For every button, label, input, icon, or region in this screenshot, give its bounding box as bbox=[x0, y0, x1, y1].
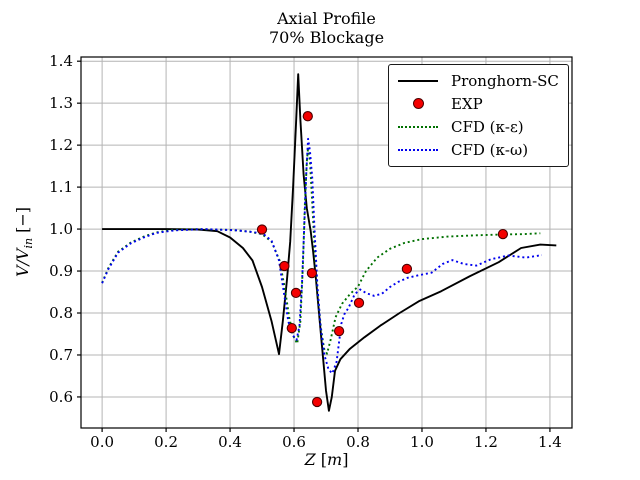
title-line2: 70% Blockage bbox=[268, 28, 385, 47]
xlabel-variable: Z bbox=[304, 450, 316, 469]
legend-entry-cfd-kw: CFD (κ-ω) bbox=[389, 139, 568, 162]
x-tick-label: 0.0 bbox=[90, 433, 114, 451]
chart-title: Axial Profile 70% Blockage bbox=[81, 9, 572, 47]
exp-data-point bbox=[302, 111, 313, 122]
x-tick-label: 0.2 bbox=[154, 433, 178, 451]
x-tick-label: 1.0 bbox=[410, 433, 434, 451]
exp-data-point bbox=[311, 396, 323, 408]
xlabel-unit: m bbox=[327, 450, 343, 469]
y-axis-label: V/Vin [−] bbox=[13, 207, 35, 277]
exp-data-point bbox=[256, 224, 268, 235]
legend-label: Pronghorn-SC bbox=[451, 71, 559, 90]
solid-line-swatch bbox=[398, 79, 438, 82]
x-tick-label: 0.6 bbox=[282, 433, 306, 451]
legend-label: CFD (κ-ε) bbox=[451, 118, 524, 137]
xlabel-bracket-close: ] bbox=[342, 450, 349, 469]
y-tick-label: 0.9 bbox=[49, 262, 73, 280]
x-tick-label: 1.4 bbox=[538, 433, 562, 451]
axes-frame bbox=[80, 56, 573, 429]
legend-entry-exp: EXP bbox=[389, 92, 568, 115]
exp-data-point bbox=[279, 260, 290, 272]
y-tick-label: 1.1 bbox=[49, 178, 73, 196]
x-axis-label: Z [m] bbox=[81, 450, 572, 469]
legend-label: CFD (κ-ω) bbox=[451, 141, 529, 160]
legend-label: EXP bbox=[451, 94, 483, 113]
legend-box: Pronghorn-SC EXP CFD (κ-ε) CFD (κ-ω) bbox=[388, 64, 569, 167]
ylabel-unit: [−] bbox=[12, 206, 32, 238]
x-tick-label: 1.2 bbox=[474, 433, 498, 451]
y-tick-label: 1.2 bbox=[49, 136, 73, 154]
title-line1: Axial Profile bbox=[277, 9, 376, 28]
dotted-line-swatch-blue bbox=[398, 149, 438, 152]
series-line-pronghorn-sc bbox=[102, 73, 557, 412]
y-tick-label: 0.8 bbox=[49, 304, 73, 322]
exp-data-point bbox=[497, 228, 509, 240]
exp-data-point bbox=[353, 297, 365, 309]
dotted-line-swatch-green bbox=[398, 126, 438, 129]
ylabel-variable: V/V bbox=[12, 248, 32, 278]
y-tick-label: 1.0 bbox=[49, 220, 73, 238]
y-tick-label: 1.4 bbox=[49, 52, 73, 70]
y-tick-label: 0.7 bbox=[49, 346, 73, 364]
exp-data-point bbox=[401, 263, 413, 275]
exp-data-point bbox=[306, 267, 318, 279]
series-line-cfd bbox=[101, 146, 541, 355]
ylabel-subscript: in bbox=[22, 237, 36, 249]
x-tick-label: 0.8 bbox=[346, 433, 370, 451]
exp-data-point bbox=[290, 287, 302, 299]
legend-entry-pronghorn: Pronghorn-SC bbox=[389, 69, 568, 92]
xlabel-bracket-open: [ bbox=[315, 450, 328, 469]
exp-data-point bbox=[333, 325, 345, 337]
legend-entry-cfd-ke: CFD (κ-ε) bbox=[389, 116, 568, 139]
y-tick-label: 0.6 bbox=[49, 388, 73, 406]
x-tick-label: 0.4 bbox=[218, 433, 242, 451]
exp-data-point bbox=[286, 322, 297, 334]
circle-marker-swatch bbox=[398, 98, 438, 110]
y-tick-label: 1.3 bbox=[49, 94, 73, 112]
